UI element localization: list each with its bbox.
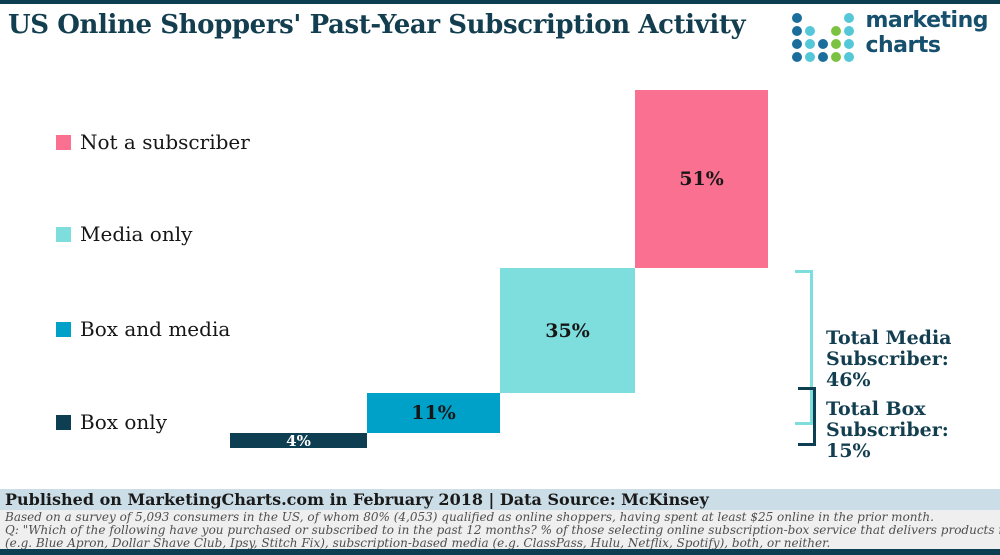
- logo-dot: [843, 25, 854, 36]
- legend-swatch-not-a-subscriber: [56, 134, 71, 150]
- footer-published-line: Published on MarketingCharts.com in Febr…: [0, 489, 1000, 510]
- legend-swatch-media-only: [56, 226, 71, 242]
- footer-note-line1: Based on a survey of 5,093 consumers in …: [5, 510, 934, 524]
- legend-label: Media only: [80, 222, 193, 246]
- logo-dot: [804, 51, 815, 62]
- logo-dot: [830, 25, 841, 36]
- logo-dot: [830, 38, 841, 49]
- marketingcharts-logo-text: marketing charts: [865, 8, 988, 58]
- annotation-line: Subscriber: 15%: [826, 419, 949, 462]
- legend-item-media-only: Media only: [56, 222, 192, 246]
- logo-dot: [817, 38, 828, 49]
- bar-value-label: 11%: [411, 402, 456, 424]
- bar-media-only: 35%: [500, 268, 635, 393]
- total-media-bracket: [795, 270, 813, 425]
- marketingcharts-logo-dots-icon: [790, 11, 855, 63]
- logo-dot: [791, 12, 802, 23]
- logo-dot: [843, 51, 854, 62]
- legend-item-box-and-media: Box and media: [56, 317, 230, 341]
- logo-text-line1: marketing: [865, 8, 988, 33]
- legend-swatch-box-and-media: [56, 321, 71, 337]
- legend-item-box-only: Box only: [56, 410, 167, 434]
- logo-text-line2: charts: [865, 33, 941, 58]
- legend-label: Not a subscriber: [80, 130, 250, 154]
- logo-dot: [804, 25, 815, 36]
- footer-notes: Based on a survey of 5,093 consumers in …: [0, 510, 1000, 550]
- total-box-annotation: Total Box Subscriber: 15%: [826, 399, 991, 462]
- legend-item-not-a-subscriber: Not a subscriber: [56, 130, 250, 154]
- legend-label: Box and media: [80, 317, 231, 341]
- logo-dot: [804, 38, 815, 49]
- bottom-border: [0, 549, 1000, 555]
- bar-value-label: 35%: [545, 319, 590, 342]
- annotation-line: Subscriber: 46%: [826, 348, 949, 391]
- annotation-line: Total Box: [826, 398, 926, 420]
- top-border: [0, 0, 1000, 4]
- logo-dot: [817, 51, 828, 62]
- bar-not-a-subscriber: 51%: [635, 90, 768, 268]
- logo-dot: [791, 25, 802, 36]
- logo-dot: [843, 12, 854, 23]
- legend-swatch-box-only: [56, 414, 71, 430]
- logo-dot: [843, 38, 854, 49]
- page-title: US Online Shoppers' Past-Year Subscripti…: [8, 10, 746, 40]
- legend-label: Box only: [80, 410, 167, 434]
- bar-value-label: 4%: [286, 431, 311, 450]
- logo-dot: [791, 51, 802, 62]
- bar-box-only: 4%: [230, 431, 367, 450]
- footer-note-line3: (e.g. Blue Apron, Dollar Shave Club, Ips…: [5, 536, 831, 550]
- logo-dot: [830, 51, 841, 62]
- total-box-bracket: [798, 387, 816, 446]
- total-media-annotation: Total Media Subscriber: 46%: [826, 328, 991, 391]
- logo-dot: [791, 38, 802, 49]
- marketingcharts-logo: marketing charts: [790, 8, 988, 63]
- footer-note-line2: Q: "Which of the following have you purc…: [5, 523, 1000, 537]
- bar-value-label: 51%: [679, 168, 724, 190]
- bar-box-and-media: 11%: [367, 393, 500, 433]
- annotation-line: Total Media: [826, 327, 952, 349]
